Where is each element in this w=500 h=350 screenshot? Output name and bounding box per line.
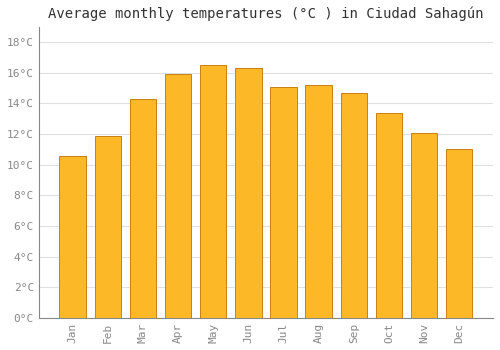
Bar [235, 68, 262, 318]
Bar [165, 74, 191, 318]
Bar [411, 133, 438, 318]
Bar [446, 149, 472, 318]
Bar [340, 93, 367, 318]
Bar [60, 155, 86, 318]
Bar [130, 99, 156, 318]
Bar [376, 113, 402, 318]
Title: Average monthly temperatures (°C ) in Ciudad Sahagún: Average monthly temperatures (°C ) in Ci… [48, 7, 484, 21]
Bar [94, 135, 121, 318]
Bar [200, 65, 226, 318]
Bar [306, 85, 332, 318]
Bar [270, 86, 296, 318]
